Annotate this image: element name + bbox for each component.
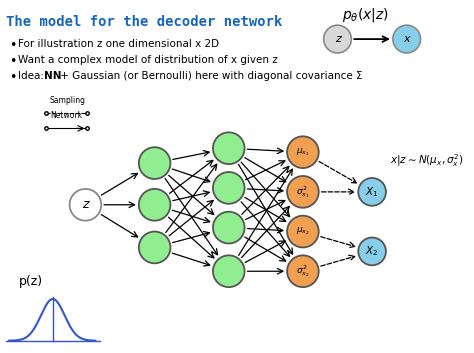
Circle shape: [139, 232, 171, 263]
Circle shape: [139, 189, 171, 221]
Text: The model for the decoder network: The model for the decoder network: [6, 15, 283, 29]
Circle shape: [213, 132, 245, 164]
Circle shape: [70, 189, 101, 221]
Text: $x|z \sim N(\mu_x,\sigma_x^2)$: $x|z \sim N(\mu_x,\sigma_x^2)$: [390, 152, 463, 168]
Circle shape: [213, 212, 245, 244]
Circle shape: [287, 255, 319, 287]
Text: Sampling: Sampling: [50, 96, 86, 104]
Text: $p_{\theta}(x|z)$: $p_{\theta}(x|z)$: [342, 6, 390, 24]
Text: $X_1$: $X_1$: [365, 185, 379, 199]
Circle shape: [213, 172, 245, 204]
Text: $X_2$: $X_2$: [365, 245, 379, 258]
Text: $\sigma^2_{x_1}$: $\sigma^2_{x_1}$: [296, 184, 310, 200]
Text: x: x: [403, 34, 410, 44]
Circle shape: [358, 238, 386, 265]
Text: Network: Network: [50, 112, 82, 120]
Text: For illustration z one dimensional x 2D: For illustration z one dimensional x 2D: [18, 39, 219, 49]
Text: $\mu_{x_2}$: $\mu_{x_2}$: [296, 226, 310, 237]
Text: •: •: [9, 39, 17, 52]
Circle shape: [287, 216, 319, 247]
Circle shape: [287, 176, 319, 208]
Circle shape: [287, 136, 319, 168]
Circle shape: [393, 25, 420, 53]
Text: Want a complex model of distribution of x given z: Want a complex model of distribution of …: [18, 55, 278, 65]
Circle shape: [358, 178, 386, 206]
Circle shape: [139, 147, 171, 179]
Text: $\mu_{x_1}$: $\mu_{x_1}$: [296, 146, 310, 158]
Text: p(z): p(z): [19, 275, 43, 288]
Text: $\sigma^2_{x_2}$: $\sigma^2_{x_2}$: [296, 263, 310, 279]
Circle shape: [324, 25, 351, 53]
Text: z: z: [335, 34, 340, 44]
Circle shape: [213, 255, 245, 287]
Text: z: z: [82, 198, 89, 211]
Text: Idea:: Idea:: [18, 71, 47, 81]
Text: NN: NN: [44, 71, 62, 81]
Text: •: •: [9, 71, 17, 84]
Text: + Gaussian (or Bernoulli) here with diagonal covariance Σ: + Gaussian (or Bernoulli) here with diag…: [57, 71, 362, 81]
Text: •: •: [9, 55, 17, 68]
